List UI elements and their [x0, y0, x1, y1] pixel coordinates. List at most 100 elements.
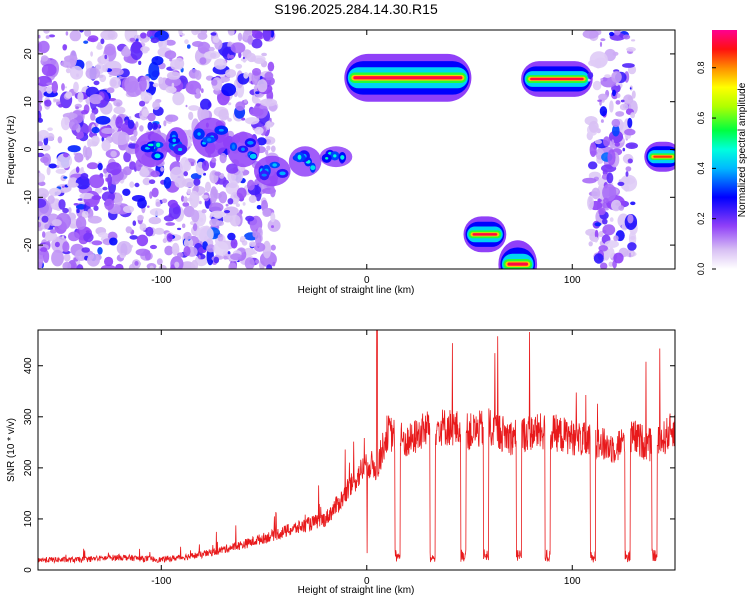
noise-blob — [627, 214, 634, 224]
noise-blob — [93, 205, 99, 211]
noise-blob — [242, 56, 245, 60]
noise-blob — [79, 30, 84, 33]
noise-blob — [631, 39, 636, 42]
noise-blob — [109, 76, 121, 89]
noise-blob — [53, 99, 61, 102]
noise-blob — [148, 179, 156, 184]
track-core — [279, 171, 286, 176]
chart-title: S196.2025.284.14.30.R15 — [274, 1, 438, 17]
noise-blob — [166, 233, 173, 242]
noise-blob — [620, 99, 625, 103]
noise-blob — [612, 51, 619, 56]
noise-blob — [226, 163, 239, 174]
noise-blob — [158, 76, 164, 85]
noise-blob — [626, 249, 635, 258]
noise-blob — [178, 30, 183, 36]
noise-blob — [208, 202, 224, 213]
noise-blob — [201, 209, 207, 214]
feature-rising-track-3 — [192, 117, 229, 158]
noise-blob — [585, 228, 597, 236]
noise-blob — [177, 252, 184, 258]
noise-blob — [193, 178, 201, 186]
noise-blob — [212, 36, 220, 43]
noise-blob — [152, 82, 159, 88]
track-core — [261, 173, 267, 177]
noise-blob — [606, 172, 614, 184]
noise-blob — [266, 145, 271, 151]
track-core — [178, 147, 183, 152]
noise-blob — [631, 252, 634, 256]
noise-blob — [210, 210, 226, 218]
noise-blob — [227, 251, 231, 255]
noise-blob — [598, 231, 604, 238]
noise-blob — [45, 35, 50, 39]
noise-blob — [262, 208, 272, 218]
noise-blob — [229, 214, 241, 227]
noise-blob — [603, 197, 609, 204]
band-layer — [507, 262, 529, 266]
noise-blob — [134, 182, 140, 188]
noise-blob — [164, 245, 174, 256]
noise-blob — [165, 86, 177, 94]
noise-blob — [122, 205, 135, 213]
noise-blob — [54, 241, 60, 248]
noise-blob — [223, 206, 239, 216]
noise-blob — [626, 47, 636, 52]
noise-blob — [266, 120, 272, 127]
noise-blob — [129, 37, 136, 42]
noise-blob — [187, 44, 191, 49]
x-tick-label: -100 — [151, 576, 171, 587]
spectrogram-y-label: Frequency (Hz) — [6, 116, 17, 185]
noise-blob — [62, 241, 70, 253]
y-tick-label: -20 — [23, 237, 34, 252]
noise-blob — [587, 72, 594, 79]
noise-blob — [163, 120, 167, 127]
noise-blob — [625, 171, 629, 177]
noise-blob — [194, 70, 202, 81]
noise-blob — [628, 252, 632, 258]
noise-blob — [113, 106, 126, 115]
noise-blob — [218, 191, 228, 204]
noise-blob — [242, 202, 246, 206]
noise-blob — [210, 32, 217, 36]
noise-blob — [38, 141, 44, 147]
noise-blob — [106, 87, 115, 94]
feature-band-15hz-b — [521, 61, 593, 97]
noise-blob — [47, 127, 53, 131]
noise-blob — [133, 129, 138, 137]
noise-blob — [38, 117, 43, 123]
snr-x-ticks: -100 0 100 — [151, 330, 581, 587]
noise-blob — [104, 54, 108, 60]
noise-blob — [87, 138, 93, 148]
noise-blob — [215, 107, 220, 111]
noise-blob — [627, 117, 633, 128]
noise-blob — [605, 207, 609, 211]
noise-blob — [620, 174, 638, 192]
noise-blob — [63, 152, 69, 158]
y-tick-label: 400 — [23, 357, 34, 374]
noise-blob — [55, 168, 67, 174]
track-core — [231, 144, 236, 150]
noise-blob — [102, 186, 108, 191]
noise-blob — [184, 39, 189, 45]
noise-blob — [135, 121, 139, 128]
noise-blob — [151, 122, 158, 130]
noise-blob — [191, 30, 199, 36]
noise-blob — [139, 76, 147, 92]
x-tick-label: 100 — [564, 275, 581, 286]
noise-blob — [50, 229, 57, 234]
noise-blob — [604, 240, 619, 249]
track-core — [172, 138, 176, 143]
noise-blob — [83, 40, 89, 44]
noise-blob — [38, 129, 50, 139]
noise-blob — [69, 118, 79, 131]
noise-blob — [255, 259, 260, 264]
noise-blob — [147, 112, 156, 122]
noise-blob — [255, 91, 260, 95]
feature-band-minus24hz — [498, 240, 538, 269]
noise-blob — [115, 116, 123, 129]
noise-blob — [63, 253, 71, 262]
noise-blob — [170, 59, 181, 70]
noise-blob — [270, 145, 276, 153]
noise-blob — [123, 151, 131, 163]
